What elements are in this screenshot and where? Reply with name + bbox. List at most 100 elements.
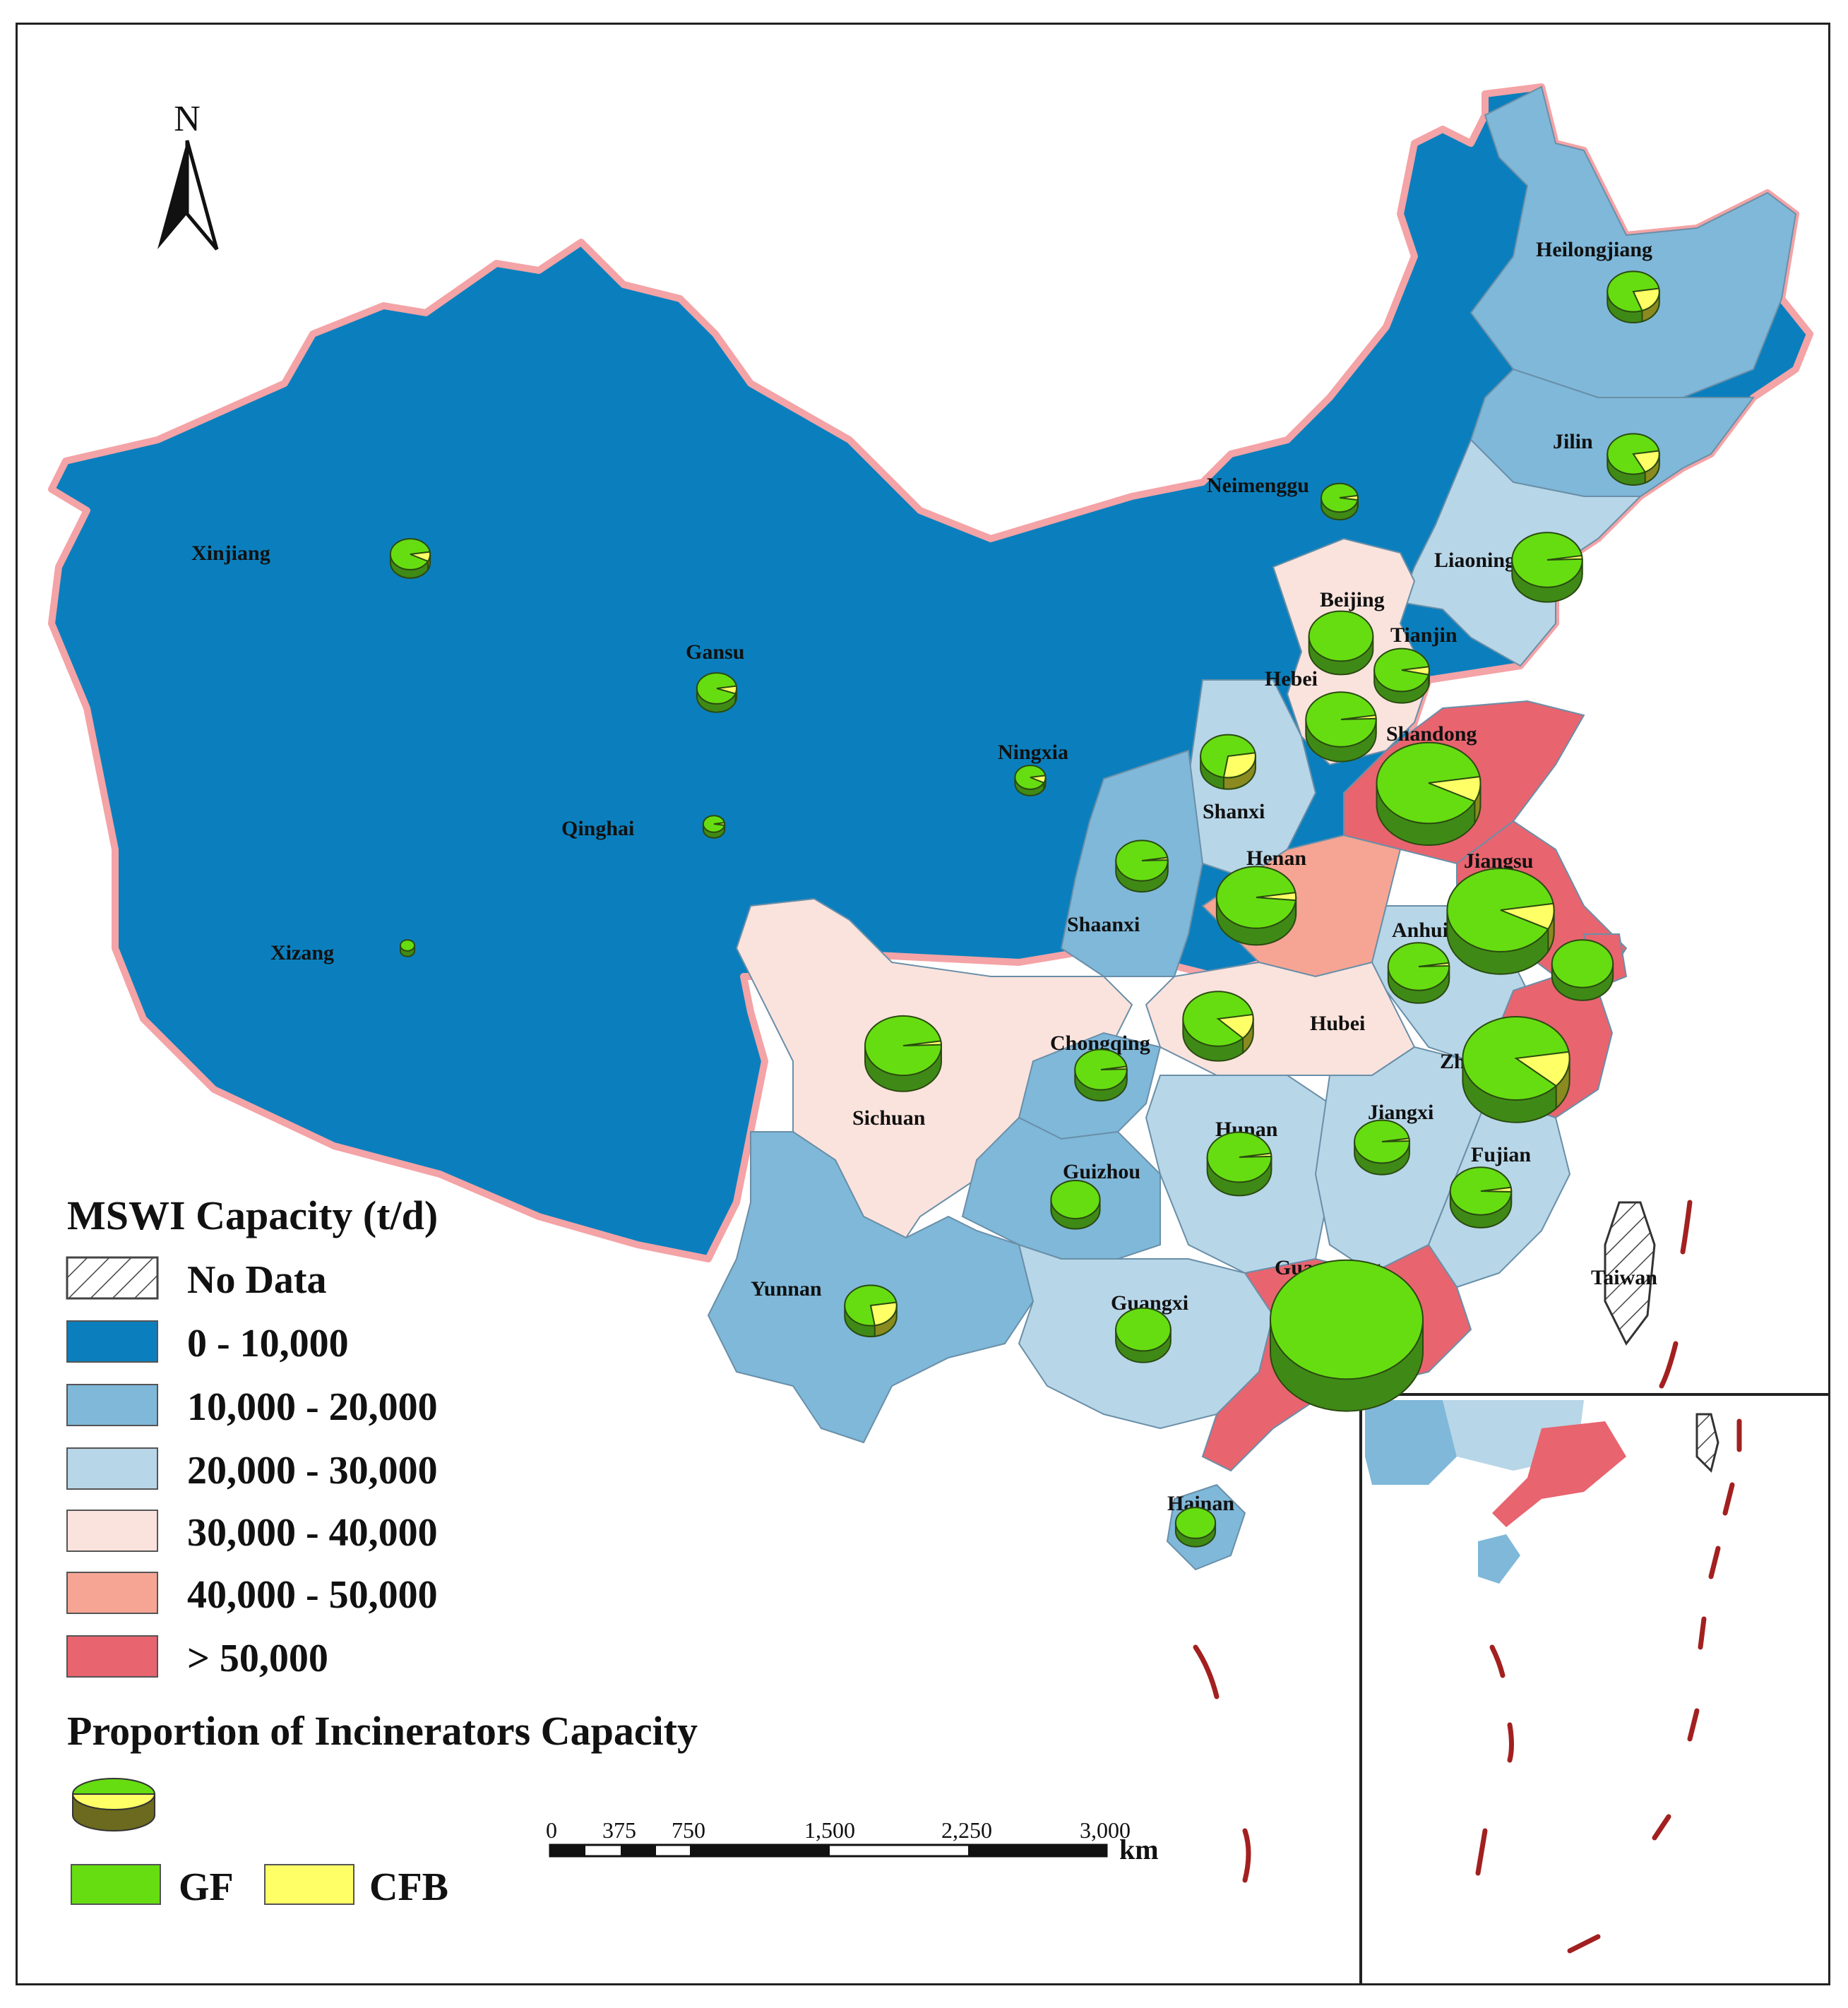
label-beijing: Beijing	[1320, 588, 1385, 611]
pie-liaoning[interactable]	[1511, 532, 1583, 603]
scale-tick-4: 2,250	[941, 1817, 992, 1843]
pie-hubei[interactable]	[1182, 991, 1254, 1062]
scale-tick-5: 3,000	[1080, 1817, 1131, 1843]
scale-tick-2: 750	[672, 1817, 705, 1843]
legend-swatch-20000-30000	[66, 1447, 158, 1490]
pie-cfb-slice	[1100, 1065, 1128, 1070]
pie-tianjin[interactable]	[1373, 647, 1430, 704]
pie-cfb-slice	[1428, 775, 1482, 803]
pie-gf-slice	[1270, 1259, 1424, 1380]
pie-ningxia[interactable]	[1014, 765, 1047, 796]
legend-capacity-title: MSWI Capacity (t/d)	[67, 1193, 438, 1238]
pie-guizhou[interactable]	[1050, 1180, 1101, 1230]
pie-fujian[interactable]	[1449, 1166, 1513, 1229]
pie-sichuan[interactable]	[864, 1015, 943, 1092]
pie-heilongjiang[interactable]	[1606, 270, 1660, 323]
label-jilin: Jilin	[1553, 430, 1593, 453]
pie-chongqing[interactable]	[1074, 1048, 1128, 1101]
pie-cfb-slice	[1632, 450, 1660, 473]
legend-label-20000-30000: 20,000 - 30,000	[187, 1449, 438, 1493]
pie-cfb-slice	[869, 1301, 898, 1327]
pie-cfb-slice	[1339, 494, 1359, 501]
legend-swatch-0-10000	[66, 1320, 158, 1363]
region-taiwan[interactable]	[1604, 1201, 1656, 1346]
scale-tick-3: 1,500	[804, 1817, 855, 1843]
legend-label-gf: GF	[179, 1865, 234, 1909]
pie-hunan[interactable]	[1206, 1131, 1272, 1197]
label-shaanxi: Shaanxi	[1067, 913, 1140, 936]
pie-shanxi[interactable]	[1200, 734, 1256, 790]
pie-neimenggu[interactable]	[1321, 482, 1359, 521]
label-heilongjiang: Heilongjiang	[1536, 238, 1652, 261]
label-xinjiang: Xinjiang	[191, 542, 270, 565]
legend-swatch-40000-50000	[66, 1572, 158, 1614]
label-fujian: Fujian	[1471, 1143, 1531, 1166]
pie-cfb-slice	[1340, 714, 1377, 720]
pie-yunnan[interactable]	[844, 1284, 898, 1337]
legend-label-no-data: No Data	[187, 1258, 327, 1302]
label-xizang: Xizang	[270, 941, 334, 964]
legend-swatch-gf	[71, 1864, 161, 1905]
pie-qinghai[interactable]	[702, 815, 726, 839]
pie-guangdong[interactable]	[1270, 1259, 1424, 1412]
map-canvas: N Heilongjiang Jilin Neimenggu Liaoning …	[48, 83, 1832, 1988]
inset-map	[1359, 1393, 1832, 1988]
capacity-pies	[389, 270, 1660, 1548]
pie-gansu[interactable]	[696, 672, 738, 713]
legend-pie-icon	[71, 1778, 156, 1831]
pie-shaanxi[interactable]	[1115, 839, 1169, 892]
region-heilongjiang[interactable]	[1470, 85, 1797, 398]
legend-swatch-gt-50000	[66, 1635, 158, 1678]
label-liaoning: Liaoning	[1434, 549, 1515, 572]
legend-swatch-30000-40000	[66, 1510, 158, 1552]
map-frame: N Heilongjiang Jilin Neimenggu Liaoning …	[16, 23, 1832, 1988]
pie-cfb-slice	[1256, 892, 1297, 902]
label-qinghai: Qinghai	[561, 817, 634, 840]
pie-gf-slice	[400, 939, 415, 952]
pie-henan[interactable]	[1215, 866, 1297, 946]
label-gansu: Gansu	[686, 640, 744, 664]
legend-proportion-title: Proportion of Incinerators Capacity	[67, 1708, 698, 1754]
label-neimenggu: Neimenggu	[1207, 474, 1309, 497]
scale-unit: km	[1119, 1834, 1159, 1865]
legend-label-10000-20000: 10,000 - 20,000	[187, 1385, 438, 1429]
label-taiwan: Taiwan	[1591, 1266, 1657, 1289]
pie-hebei[interactable]	[1305, 691, 1377, 763]
pie-cfb-slice	[1239, 1152, 1272, 1158]
legend-label-40000-50000: 40,000 - 50,000	[187, 1573, 438, 1617]
pie-cfb-slice	[1632, 287, 1660, 312]
north-arrow: N	[157, 99, 219, 251]
legend-swatch-10000-20000	[66, 1384, 158, 1426]
pie-shanghai[interactable]	[1551, 939, 1614, 1001]
pie-shandong[interactable]	[1376, 741, 1482, 847]
pie-xizang[interactable]	[400, 939, 415, 957]
pie-xinjiang[interactable]	[389, 538, 431, 579]
pie-cfb-slice	[1216, 1013, 1254, 1039]
scale-tick-1: 375	[602, 1817, 636, 1843]
label-sichuan: Sichuan	[852, 1106, 926, 1130]
pie-gf-slice	[1551, 939, 1614, 988]
pie-anhui[interactable]	[1387, 942, 1450, 1004]
pie-beijing[interactable]	[1308, 610, 1374, 676]
pie-jilin[interactable]	[1606, 433, 1660, 486]
label-yunnan: Yunnan	[751, 1277, 822, 1301]
label-shanxi: Shanxi	[1203, 800, 1265, 823]
legend-label-0-10000: 0 - 10,000	[187, 1322, 349, 1365]
pie-guangxi[interactable]	[1115, 1307, 1172, 1363]
scale-tick-0: 0	[546, 1817, 557, 1843]
pie-cfb-slice	[1500, 902, 1555, 931]
region-jilin[interactable]	[1470, 368, 1755, 497]
label-ningxia: Ningxia	[998, 741, 1068, 764]
pie-cfb-slice	[1401, 666, 1430, 676]
pie-cfb-slice	[1514, 1051, 1570, 1087]
label-tianjin: Tianjin	[1390, 623, 1457, 647]
pie-hainan[interactable]	[1174, 1507, 1217, 1548]
pie-zhejiang[interactable]	[1462, 1016, 1570, 1123]
nine-dash-line	[1193, 1200, 1693, 1883]
pie-jiangsu[interactable]	[1446, 868, 1555, 975]
pie-cfb-slice	[716, 685, 738, 695]
province-labels: Heilongjiang Jilin Neimenggu Liaoning Xi…	[191, 238, 1657, 1515]
pie-jiangxi[interactable]	[1354, 1119, 1410, 1176]
label-guizhou: Guizhou	[1063, 1160, 1140, 1183]
pie-cfb-slice	[1381, 1137, 1410, 1142]
